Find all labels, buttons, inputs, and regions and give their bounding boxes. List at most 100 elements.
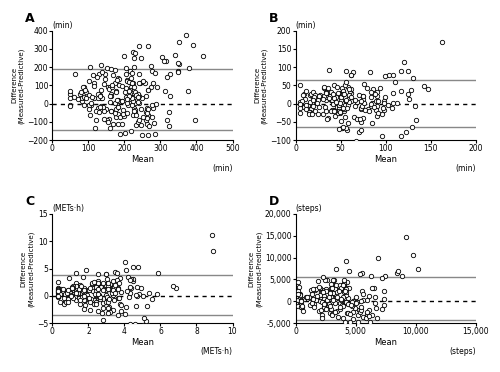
Point (314, 111, 322, 117)
Point (144, 87, 152, 93)
Point (121, 311, 129, 317)
Point (92, 125, 100, 131)
Point (80, 287, 88, 293)
Point (339, 282, 347, 288)
Point (97, 96, 105, 102)
Point (90, 301, 98, 307)
Point (142, 109, 150, 115)
Point (334, 288, 342, 294)
Point (325, 94, 333, 100)
Point (56, 291, 64, 297)
Point (330, 95, 338, 101)
Point (124, 100, 132, 106)
Point (70, 94, 78, 100)
Text: A: A (26, 12, 35, 25)
Point (111, 80, 119, 86)
Point (82, 95, 90, 101)
Point (370, 285, 378, 291)
Point (328, 281, 336, 287)
Text: (min): (min) (296, 20, 316, 29)
Point (336, 110, 344, 116)
Point (372, 305, 380, 311)
Point (344, 310, 351, 316)
Point (384, 102, 392, 108)
Point (101, 283, 109, 289)
Point (308, 291, 316, 297)
Point (318, 312, 326, 318)
Point (356, 271, 364, 277)
Point (368, 273, 376, 279)
Point (114, 104, 122, 110)
Point (328, 297, 336, 303)
Point (298, 298, 306, 304)
Point (126, 96, 134, 102)
Point (131, 50, 139, 56)
Point (297, 304, 305, 310)
Point (340, 106, 348, 112)
Point (134, 119, 142, 125)
Point (296, 291, 304, 297)
Point (94, 95, 102, 101)
Point (340, 125, 347, 131)
Point (389, 90, 397, 96)
Point (148, 296, 156, 302)
Point (328, 107, 336, 113)
Point (296, 292, 304, 298)
Point (344, 120, 352, 126)
Point (340, 106, 348, 112)
Point (82, 297, 90, 303)
Point (108, 278, 116, 284)
Point (344, 84, 352, 90)
Point (66, 89, 74, 94)
Point (68, 284, 76, 290)
Point (338, 302, 346, 308)
Point (342, 98, 350, 104)
Point (334, 110, 342, 116)
Point (65, 275, 73, 280)
Point (307, 91, 315, 97)
Point (107, 91, 115, 97)
Point (320, 287, 328, 293)
Point (312, 95, 320, 101)
Point (126, 276, 134, 282)
Point (394, 268, 402, 274)
Point (82, 295, 90, 301)
Point (338, 97, 345, 103)
Point (328, 285, 336, 291)
Point (62, 299, 70, 305)
Point (152, 102, 160, 108)
Point (74, 291, 82, 296)
Point (94, 308, 102, 314)
Point (340, 289, 347, 295)
Point (331, 300, 339, 306)
Point (66, 92, 74, 97)
Point (144, 115, 152, 121)
Point (116, 301, 124, 307)
Point (134, 94, 142, 100)
Point (358, 330, 366, 336)
Point (332, 282, 340, 288)
Point (320, 85, 328, 91)
Point (92, 108, 100, 114)
Point (382, 273, 390, 279)
Point (100, 300, 108, 306)
Point (308, 295, 316, 301)
Point (106, 309, 114, 315)
Point (126, 68, 134, 74)
Point (108, 290, 116, 296)
Point (98, 95, 106, 101)
Point (97, 103, 105, 109)
Point (338, 85, 346, 91)
Point (361, 107, 369, 113)
Point (374, 98, 382, 104)
Point (88, 279, 96, 285)
Point (364, 311, 372, 317)
Point (353, 116, 361, 122)
Point (117, 289, 125, 295)
Point (296, 300, 304, 306)
Point (112, 87, 120, 93)
Point (100, 286, 108, 292)
Point (322, 97, 330, 103)
Point (111, 269, 119, 275)
Point (103, 323, 111, 329)
